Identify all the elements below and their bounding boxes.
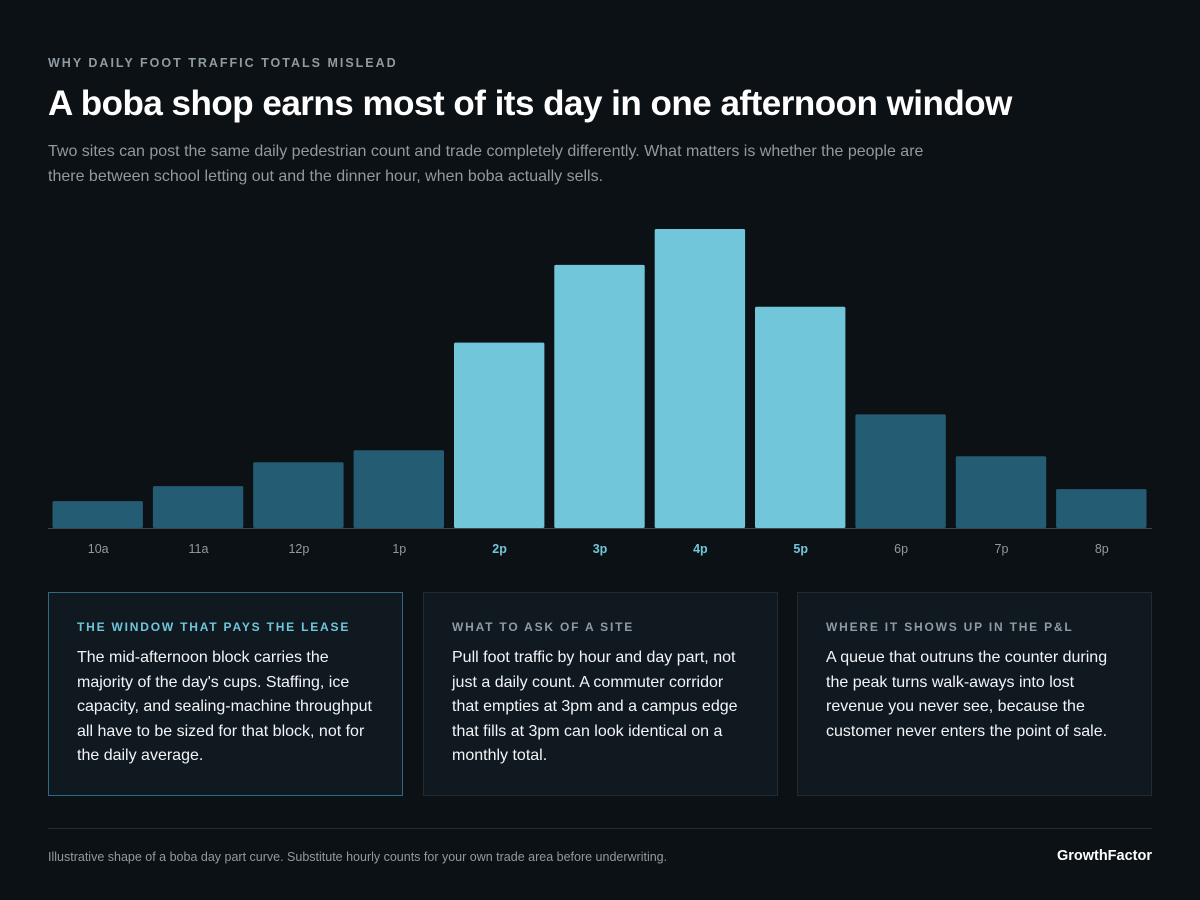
brand-logo: GrowthFactor — [1056, 848, 1152, 864]
tick-label-7p: 7p — [995, 542, 1009, 556]
tick-label-2p: 2p — [492, 542, 507, 556]
tick-label-8p: 8p — [1095, 542, 1109, 556]
bar-1p — [353, 450, 444, 528]
bar-11a — [152, 486, 244, 528]
bar-12p — [253, 462, 344, 528]
tick-label-5p: 5p — [793, 542, 808, 556]
bar-5p — [755, 306, 846, 528]
footnote: Illustrative shape of a boba day part cu… — [48, 850, 668, 864]
tick-label-3p: 3p — [593, 542, 608, 556]
card-lease-window: THE WINDOW THAT PAYS THE LEASE The mid-a… — [48, 592, 403, 796]
bar-2p — [454, 342, 545, 528]
bar-4p — [654, 229, 746, 528]
card-label: WHAT TO ASK OF A SITE — [452, 620, 635, 634]
bar-8p — [1056, 489, 1147, 528]
tick-label-4p: 4p — [693, 542, 708, 556]
bar-10a — [52, 501, 143, 528]
tick-label-1p: 1p — [392, 542, 406, 556]
page-subtitle: Two sites can post the same daily pedest… — [48, 143, 924, 185]
card-label: THE WINDOW THAT PAYS THE LEASE — [77, 620, 351, 634]
page-title: A boba shop earns most of its day in one… — [48, 84, 1012, 123]
bar-7p — [955, 456, 1047, 528]
hourly-bar-chart: 10a 11a 12p 1p 2p 3p 4p 5p 6p 7p 8p — [48, 229, 1152, 556]
tick-label-10a: 10a — [88, 542, 109, 556]
card-body: Pull foot traffic by hour and day part, … — [452, 649, 738, 764]
card-body: The mid-afternoon block carries the majo… — [77, 649, 372, 764]
card-pnl: WHERE IT SHOWS UP IN THE P&L A queue tha… — [797, 592, 1152, 796]
footer-divider — [48, 828, 1152, 829]
card-site-questions: WHAT TO ASK OF A SITE Pull foot traffic … — [423, 592, 778, 796]
eyebrow: WHY DAILY FOOT TRAFFIC TOTALS MISLEAD — [48, 56, 398, 70]
tick-label-11a: 11a — [189, 542, 209, 556]
bar-6p — [855, 414, 946, 528]
tick-label-6p: 6p — [894, 542, 908, 556]
tick-label-12p: 12p — [288, 542, 309, 556]
card-body: A queue that outruns the counter during … — [826, 649, 1108, 740]
card-label: WHERE IT SHOWS UP IN THE P&L — [826, 620, 1074, 634]
bar-3p — [554, 264, 645, 528]
